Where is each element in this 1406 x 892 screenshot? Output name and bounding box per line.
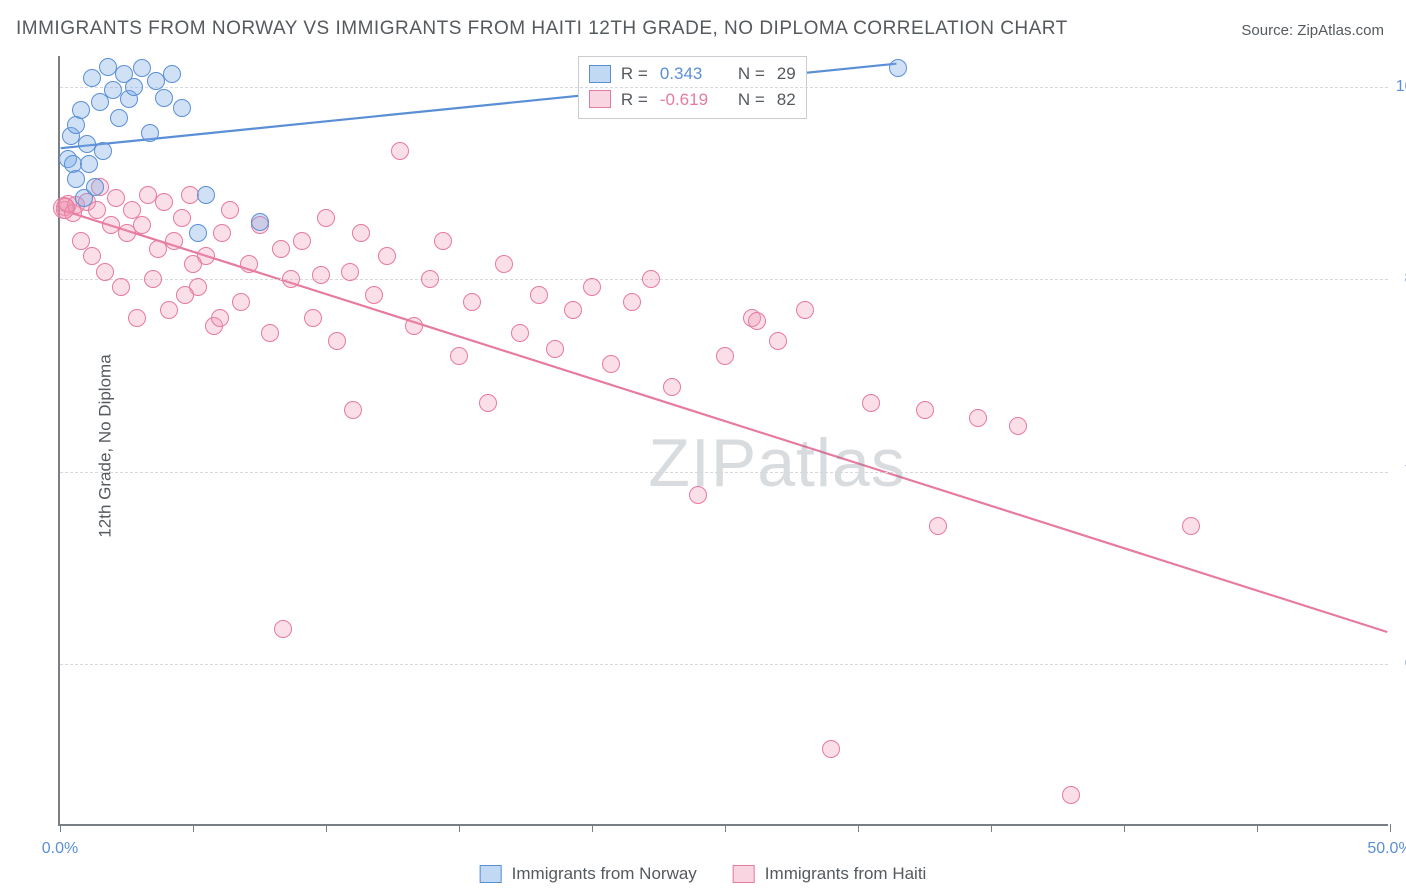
- data-point: [602, 355, 620, 373]
- data-point: [365, 286, 383, 304]
- x-tick: [858, 824, 859, 832]
- r-value-norway: 0.343: [660, 61, 724, 87]
- data-point: [173, 209, 191, 227]
- n-value-haiti: 82: [777, 87, 796, 113]
- data-point: [421, 270, 439, 288]
- data-point: [197, 186, 215, 204]
- x-tick: [1390, 824, 1391, 832]
- data-point: [328, 332, 346, 350]
- data-point: [916, 401, 934, 419]
- data-point: [434, 232, 452, 250]
- n-label: N =: [738, 61, 765, 87]
- data-point: [211, 309, 229, 327]
- data-point: [184, 255, 202, 273]
- data-point: [479, 394, 497, 412]
- data-point: [341, 263, 359, 281]
- data-point: [240, 255, 258, 273]
- data-point: [969, 409, 987, 427]
- data-point: [80, 155, 98, 173]
- x-tick: [326, 824, 327, 832]
- data-point: [352, 224, 370, 242]
- x-tick: [1257, 824, 1258, 832]
- data-point: [344, 401, 362, 419]
- legend-row-haiti: R = -0.619 N = 82: [589, 87, 796, 113]
- data-point: [293, 232, 311, 250]
- trend-lines-layer: [60, 56, 1388, 824]
- data-point: [155, 89, 173, 107]
- data-point: [929, 517, 947, 535]
- data-point: [769, 332, 787, 350]
- data-point: [663, 378, 681, 396]
- data-point: [796, 301, 814, 319]
- n-label: N =: [738, 87, 765, 113]
- x-tick: [193, 824, 194, 832]
- legend-row-norway: R = 0.343 N = 29: [589, 61, 796, 87]
- data-point: [272, 240, 290, 258]
- data-point: [530, 286, 548, 304]
- x-tick: [60, 824, 61, 832]
- x-tick: [1124, 824, 1125, 832]
- data-point: [583, 278, 601, 296]
- data-point: [110, 109, 128, 127]
- source-prefix: Source:: [1241, 22, 1297, 39]
- data-point: [317, 209, 335, 227]
- x-tick-label: 50.0%: [1367, 840, 1406, 858]
- data-point: [748, 312, 766, 330]
- data-point: [107, 189, 125, 207]
- legend-label-norway: Immigrants from Norway: [512, 864, 697, 884]
- data-point: [1009, 417, 1027, 435]
- data-point: [83, 247, 101, 265]
- data-point: [251, 213, 269, 231]
- data-point: [78, 135, 96, 153]
- source-attribution: Source: ZipAtlas.com: [1241, 22, 1384, 39]
- series-legend: Immigrants from Norway Immigrants from H…: [480, 864, 927, 884]
- x-tick: [592, 824, 593, 832]
- r-label: R =: [621, 61, 648, 87]
- n-value-norway: 29: [777, 61, 796, 87]
- swatch-haiti: [589, 90, 611, 108]
- data-point: [83, 69, 101, 87]
- data-point: [96, 263, 114, 281]
- data-point: [304, 309, 322, 327]
- data-point: [1062, 786, 1080, 804]
- r-label: R =: [621, 87, 648, 113]
- x-tick: [725, 824, 726, 832]
- r-value-haiti: -0.619: [660, 87, 724, 113]
- chart-title: IMMIGRANTS FROM NORWAY VS IMMIGRANTS FRO…: [16, 18, 1068, 40]
- data-point: [102, 216, 120, 234]
- gridline: [60, 279, 1388, 280]
- data-point: [155, 193, 173, 211]
- data-point: [546, 340, 564, 358]
- swatch-norway: [589, 65, 611, 83]
- chart-plot-area: R = 0.343 N = 29 R = -0.619 N = 82 ZIPat…: [58, 56, 1388, 826]
- x-tick-label: 0.0%: [42, 840, 78, 858]
- swatch-norway: [480, 865, 502, 883]
- data-point: [642, 270, 660, 288]
- gridline: [60, 87, 1388, 88]
- legend-item-haiti: Immigrants from Haiti: [733, 864, 927, 884]
- y-tick-label: 100.0%: [1396, 78, 1406, 96]
- gridline: [60, 472, 1388, 473]
- legend-label-haiti: Immigrants from Haiti: [765, 864, 927, 884]
- data-point: [94, 142, 112, 160]
- x-tick: [991, 824, 992, 832]
- x-tick: [459, 824, 460, 832]
- data-point: [495, 255, 513, 273]
- trend-line: [61, 210, 1388, 632]
- source-name: ZipAtlas.com: [1297, 22, 1384, 39]
- data-point: [128, 309, 146, 327]
- data-point: [1182, 517, 1200, 535]
- data-point: [86, 178, 104, 196]
- data-point: [312, 266, 330, 284]
- legend-item-norway: Immigrants from Norway: [480, 864, 697, 884]
- data-point: [176, 286, 194, 304]
- data-point: [862, 394, 880, 412]
- gridline: [60, 664, 1388, 665]
- swatch-haiti: [733, 865, 755, 883]
- data-point: [405, 317, 423, 335]
